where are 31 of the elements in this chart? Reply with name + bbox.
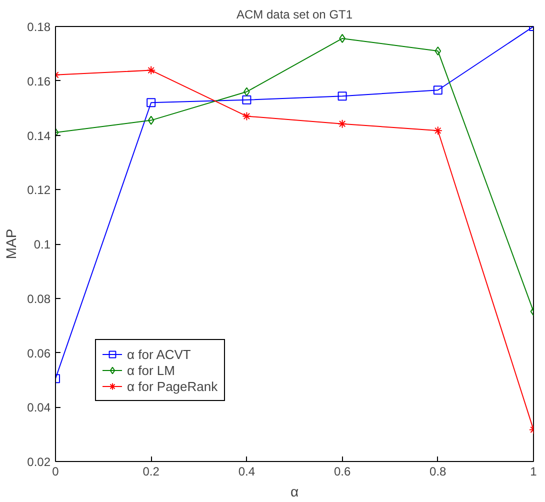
point — [242, 112, 252, 121]
x-tick-label: 0 — [52, 464, 60, 478]
point — [338, 119, 347, 128]
chart-title: ACM data set on GT1 — [236, 8, 353, 22]
point — [434, 46, 442, 56]
point — [148, 116, 154, 125]
x-tick-label: 0.2 — [142, 464, 160, 478]
point — [146, 98, 156, 108]
point — [433, 126, 442, 136]
point — [242, 95, 252, 104]
y-tick-label: 0.08 — [27, 292, 51, 306]
x-axis-title: α — [290, 484, 299, 500]
x-tick-label: 0.4 — [238, 464, 256, 478]
legend-label: α for LM — [127, 362, 175, 378]
point — [433, 86, 442, 95]
y-axis-title: MAP — [3, 228, 20, 260]
y-tick-label: 0.14 — [27, 128, 51, 143]
y-tick-label: 0.18 — [27, 20, 51, 34]
y-tick-label: 0.12 — [27, 183, 51, 198]
x-tick-label: 1 — [530, 464, 538, 478]
point — [146, 66, 156, 75]
legend-label: α for PageRank — [127, 378, 218, 394]
x-tick-label: 0.8 — [430, 464, 447, 478]
point — [338, 92, 347, 101]
y-tick-label: 0.04 — [27, 400, 51, 415]
y-tick-label: 0.02 — [27, 455, 51, 469]
legend-label: α for ACVT — [127, 346, 191, 362]
x-tick-label: 0.6 — [334, 464, 351, 478]
y-tick-label: 0.1 — [34, 238, 51, 252]
y-tick-label: 0.06 — [27, 346, 51, 360]
y-tick-label: 0.16 — [27, 74, 51, 88]
